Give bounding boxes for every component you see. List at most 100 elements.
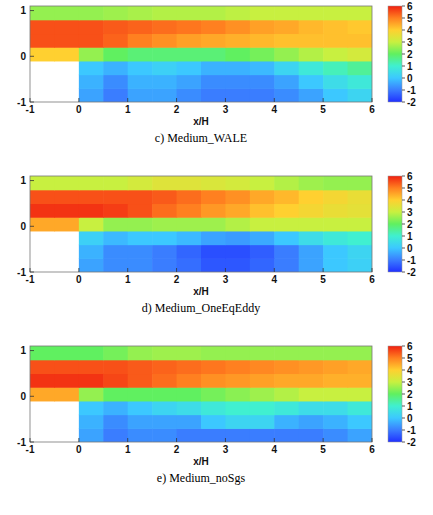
cell xyxy=(225,258,250,272)
x-tick-label: 3 xyxy=(223,104,229,115)
cell xyxy=(177,75,202,89)
cell xyxy=(152,203,177,217)
cell xyxy=(348,245,372,259)
colorbar-tick-label: 5 xyxy=(407,353,413,364)
cell xyxy=(299,61,324,75)
cell xyxy=(323,346,348,360)
cell xyxy=(152,190,177,204)
cell xyxy=(274,401,299,415)
cell xyxy=(201,387,226,401)
x-tick-label: 4 xyxy=(272,104,278,115)
cell xyxy=(152,346,177,360)
cell xyxy=(79,203,104,217)
x-axis-title: x/H xyxy=(193,456,209,467)
cell xyxy=(152,360,177,374)
colorbar-tick-label: 1 xyxy=(407,231,413,242)
cell xyxy=(54,217,79,231)
cell xyxy=(323,360,348,374)
cell xyxy=(201,33,226,47)
cell xyxy=(201,20,226,34)
cell xyxy=(177,428,202,442)
cell xyxy=(79,245,104,259)
cell xyxy=(201,373,226,387)
cell xyxy=(177,415,202,429)
cell xyxy=(348,176,372,190)
cell xyxy=(274,203,299,217)
cell xyxy=(152,217,177,231)
colorbar-tick xyxy=(402,18,405,19)
cell xyxy=(79,401,104,415)
colorbar-tick-label: 6 xyxy=(407,341,413,352)
cell xyxy=(128,428,153,442)
cell xyxy=(201,401,226,415)
cell xyxy=(250,217,275,231)
cell xyxy=(225,346,250,360)
cell xyxy=(128,88,153,102)
x-tick xyxy=(274,438,275,442)
x-axis-title: x/H xyxy=(193,116,209,127)
y-tick-label: 1 xyxy=(20,175,26,186)
cell xyxy=(299,231,324,245)
cell xyxy=(54,360,79,374)
colorbar-tick xyxy=(402,358,405,359)
x-tick xyxy=(372,268,373,272)
cell xyxy=(177,190,202,204)
colorbar-tick-label: 1 xyxy=(407,401,413,412)
colorbar-tick-label: 0 xyxy=(407,413,413,424)
cell xyxy=(177,258,202,272)
cell xyxy=(225,20,250,34)
cell xyxy=(348,231,372,245)
cell xyxy=(152,6,177,20)
cell xyxy=(225,428,250,442)
cell xyxy=(348,190,372,204)
cell xyxy=(348,387,372,401)
cell xyxy=(201,428,226,442)
cell xyxy=(201,217,226,231)
cell xyxy=(250,190,275,204)
cell xyxy=(30,373,55,387)
cell xyxy=(79,360,104,374)
colorbar-tick-label: 2 xyxy=(407,49,413,60)
cell xyxy=(323,33,348,47)
figure: -10123456-101x/Hc) Medium_WALE-2-1012345… xyxy=(0,0,433,515)
cell xyxy=(152,88,177,102)
cell xyxy=(323,415,348,429)
cell xyxy=(30,203,55,217)
cell xyxy=(30,387,55,401)
x-tick-label: 2 xyxy=(174,444,180,455)
cell xyxy=(54,47,79,61)
cell xyxy=(250,428,275,442)
cell xyxy=(348,360,372,374)
x-tick xyxy=(323,438,324,442)
colorbar-tick xyxy=(402,394,405,395)
cell xyxy=(177,61,202,75)
cell xyxy=(128,203,153,217)
cell xyxy=(103,258,128,272)
y-tick xyxy=(30,102,34,103)
y-tick-label: -1 xyxy=(17,97,26,108)
cell xyxy=(299,88,324,102)
cell xyxy=(79,387,104,401)
cell xyxy=(79,6,104,20)
colorbar xyxy=(388,6,402,102)
y-tick xyxy=(30,10,34,11)
cell xyxy=(128,346,153,360)
colorbar-tick xyxy=(402,188,405,189)
cell xyxy=(79,33,104,47)
cell xyxy=(103,245,128,259)
colorbar-tick-label: 4 xyxy=(407,365,413,376)
colorbar-tick xyxy=(402,236,405,237)
cell xyxy=(274,373,299,387)
cell xyxy=(250,75,275,89)
cell xyxy=(128,245,153,259)
x-tick xyxy=(225,438,226,442)
cell xyxy=(323,373,348,387)
frame xyxy=(30,6,372,102)
cell xyxy=(201,245,226,259)
cell xyxy=(79,217,104,231)
cell xyxy=(54,176,79,190)
cell xyxy=(250,373,275,387)
field xyxy=(30,176,372,272)
cell xyxy=(128,258,153,272)
cell xyxy=(152,245,177,259)
